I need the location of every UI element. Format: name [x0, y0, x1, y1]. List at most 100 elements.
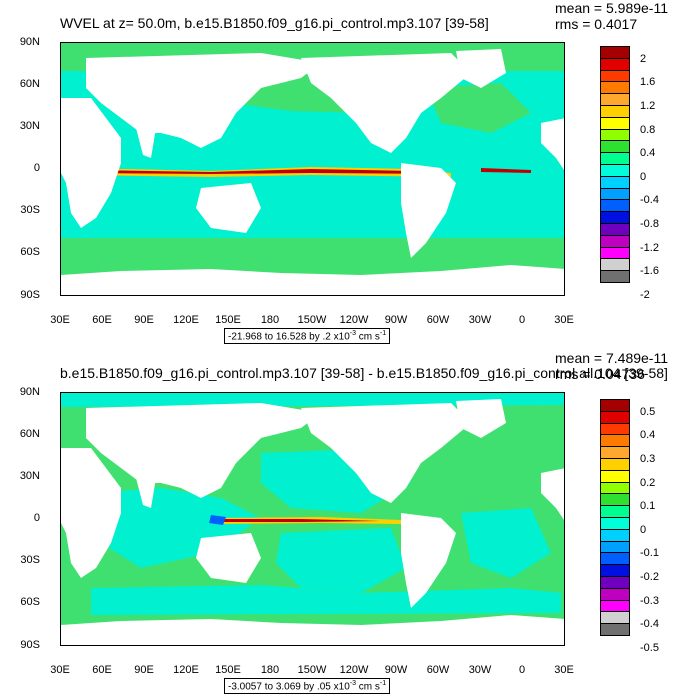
colorbar-label: -0.1 [640, 547, 659, 560]
lon-label: 90E [134, 664, 154, 676]
lon-label: 30E [554, 664, 574, 676]
lon-label: 180 [260, 314, 280, 326]
plot-title: WVEL at z= 50.0m, b.e15.B1850.f09_g16.pi… [60, 15, 489, 31]
colorbar-label: 0.4 [640, 429, 656, 442]
lon-label: 60E [92, 314, 112, 326]
lat-label: 30N [19, 470, 40, 482]
lon-label: 30W [468, 314, 492, 326]
colorbar-label: -0.8 [640, 218, 659, 230]
colorbar-label: 0 [640, 170, 647, 183]
plot-title: b.e15.B1850.f09_g16.pi_control.mp3.107 [… [60, 365, 668, 381]
contour-range-label: -21.968 to 16.528 by .2 x10-3 cm s-1 [224, 328, 391, 345]
greenland [456, 49, 506, 88]
lon-label: 150E [215, 664, 241, 676]
lon-label: 120W [339, 664, 369, 676]
atlantic-equatorial-band [481, 168, 531, 173]
lon-label: 60W [426, 314, 450, 326]
india [136, 128, 156, 158]
greenland [456, 399, 506, 438]
lat-label: 60N [19, 428, 40, 440]
lat-label: 60S [20, 596, 40, 608]
north-america [301, 53, 471, 153]
ocean-cyan-patch [91, 488, 261, 568]
eurasia [86, 403, 321, 498]
ocean-cyan-patch [91, 585, 561, 615]
lat-label: 0 [33, 512, 40, 524]
india [136, 478, 156, 508]
lon-label: 150W [297, 664, 327, 676]
colorbar-label: 0.4 [640, 147, 656, 160]
antarctica [61, 265, 564, 295]
africa [61, 98, 121, 228]
lat-label: 30S [20, 204, 40, 216]
lat-label: 30N [19, 120, 40, 132]
lon-label: 0 [518, 664, 526, 676]
africa [61, 448, 121, 578]
lon-label: 120W [339, 314, 369, 326]
colorbar-label: -0.2 [640, 571, 659, 583]
colorbar-label: -0.5 [640, 641, 659, 654]
colorbar-label: -1.2 [640, 241, 659, 254]
lat-label: 60N [19, 78, 40, 90]
map-svg [61, 393, 564, 645]
colorbar [600, 399, 630, 636]
colorbar-swatch [600, 623, 630, 636]
lon-label: 30E [554, 314, 574, 326]
colorbar-label: 0.2 [640, 476, 656, 489]
colorbar-label: 0 [640, 523, 647, 536]
lon-label: 30E [50, 314, 70, 326]
colorbar-label: 0.3 [640, 453, 656, 465]
colorbar-label: 2 [640, 52, 647, 65]
colorbar-label: -2 [640, 288, 650, 301]
lon-label: 150W [297, 314, 327, 326]
map-svg [61, 43, 564, 295]
lon-label: 60W [426, 664, 450, 676]
colorbar-label: -1.6 [640, 265, 659, 278]
equatorial-band-cold [209, 515, 226, 525]
colorbar-label: -0.3 [640, 594, 659, 607]
lon-label: 90E [134, 314, 154, 326]
colorbar-label: 0.8 [640, 123, 656, 136]
north-atlantic-patch [426, 83, 531, 133]
lon-label: 150E [215, 314, 241, 326]
south-america [401, 513, 456, 608]
lon-label: 30W [468, 664, 492, 676]
north-america [301, 403, 471, 503]
lon-label: 0 [518, 314, 526, 326]
ocean-cyan-patch [276, 528, 406, 593]
mean-stat: mean = 7.489e-11 [555, 350, 668, 366]
lon-label: 120E [173, 314, 199, 326]
map-plot [60, 42, 565, 296]
colorbar-swatch [600, 270, 630, 283]
lat-label: 30S [20, 554, 40, 566]
lat-label: 0 [33, 162, 40, 174]
africa-east [541, 118, 564, 170]
australia [196, 533, 261, 583]
rms-stat: rms = 0.04736 [555, 366, 645, 382]
lat-label: 90S [20, 639, 40, 651]
rms-stat: rms = 0.4017 [555, 16, 638, 32]
panel-bottom: b.e15.B1850.f09_g16.pi_control.mp3.107 [… [0, 350, 700, 700]
lon-label: 90W [384, 664, 408, 676]
panel-top: WVEL at z= 50.0m, b.e15.B1850.f09_g16.pi… [19, 0, 668, 345]
mean-stat: mean = 5.989e-11 [555, 0, 668, 16]
colorbar-label: -0.4 [640, 194, 659, 207]
antarctica [61, 615, 564, 645]
lon-label: 60E [92, 664, 112, 676]
colorbar-label: 1.2 [640, 100, 656, 112]
lon-label: 120E [173, 664, 199, 676]
lat-label: 90N [19, 386, 40, 398]
lon-label: 180 [260, 664, 280, 676]
south-america [401, 163, 456, 258]
colorbar-label: 0.1 [640, 500, 656, 513]
lon-label: 90W [384, 314, 408, 326]
contour-range-label: -3.0057 to 3.069 by .05 x10-3 cm s-1 [224, 678, 391, 695]
colorbar-label: 0.5 [640, 405, 656, 418]
ocean-cyan-patch [461, 508, 551, 578]
eurasia [86, 53, 321, 148]
map-plot [60, 392, 565, 646]
equatorial-band-hot [86, 169, 446, 174]
colorbar-label: -0.4 [640, 618, 659, 631]
colorbar [600, 46, 630, 283]
equatorial-band-hot [221, 519, 381, 522]
